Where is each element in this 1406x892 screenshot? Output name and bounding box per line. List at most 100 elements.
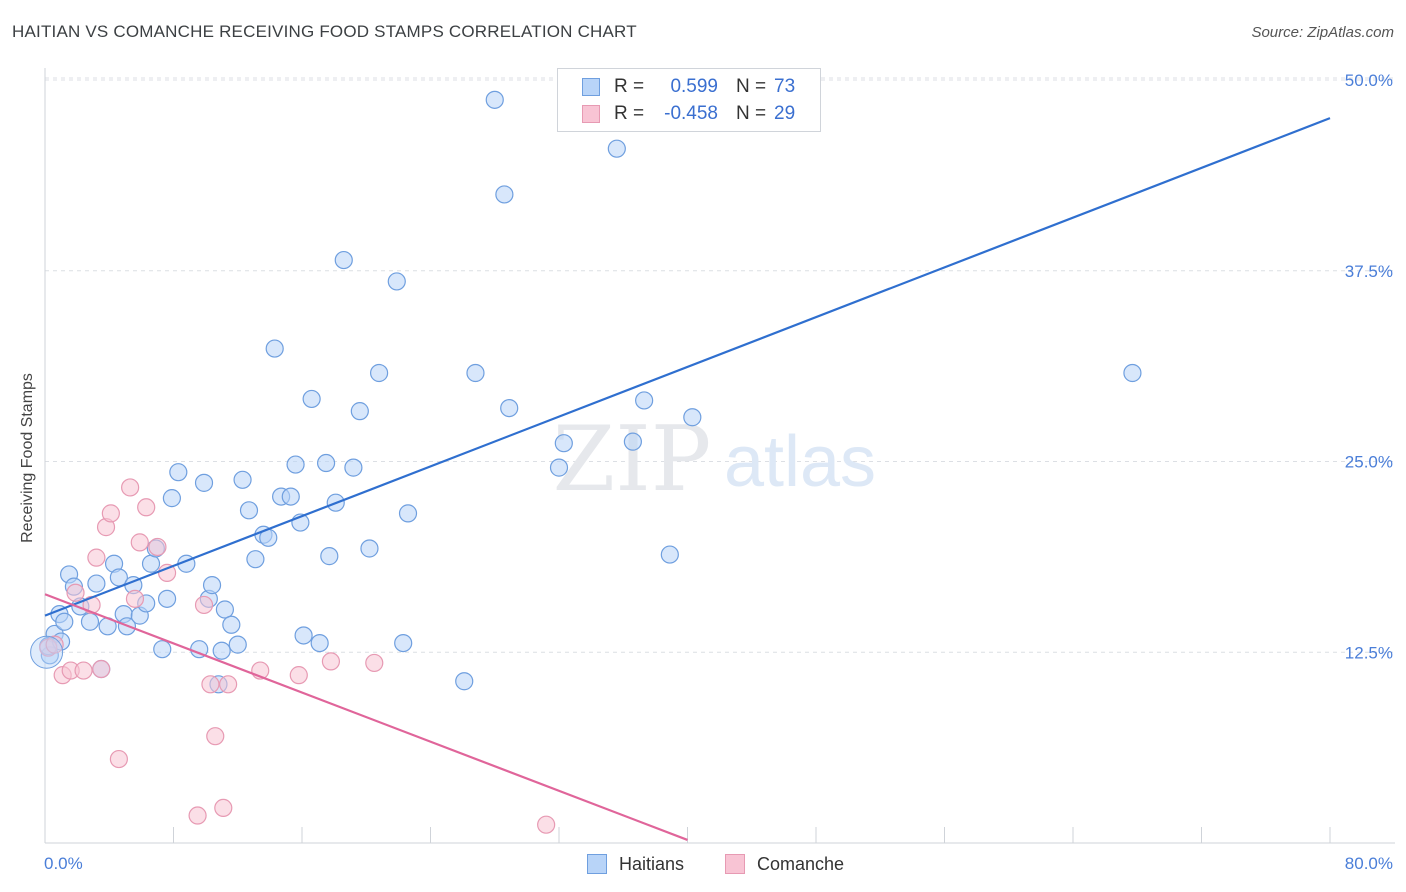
axes <box>44 68 1395 844</box>
r-label: R = <box>614 76 645 97</box>
x-tick-label-max: 80.0% <box>1345 854 1393 873</box>
haitians-point[interactable] <box>286 455 305 474</box>
haitians-point[interactable] <box>387 272 406 291</box>
comanche-point[interactable] <box>109 749 128 769</box>
comanche-point[interactable] <box>219 675 238 694</box>
comanche-point[interactable] <box>66 583 85 602</box>
tick-labels: 12.5% 25.0% 37.5% 50.0% 0.0% 80.0% <box>44 71 1393 873</box>
watermark: ZIP atlas <box>553 407 876 512</box>
comanche-trend-line <box>44 593 688 841</box>
comanche-point[interactable] <box>87 548 106 567</box>
haitians-point[interactable] <box>162 489 181 508</box>
comanche-point[interactable] <box>157 563 177 582</box>
comanche-point[interactable] <box>206 727 225 746</box>
haitians-point[interactable] <box>212 641 231 660</box>
haitians-point[interactable] <box>294 626 313 645</box>
haitians-point[interactable] <box>495 185 514 204</box>
haitians-point[interactable] <box>360 539 379 558</box>
y-tick-label: 12.5% <box>1345 643 1393 662</box>
comanche-point[interactable] <box>125 589 145 608</box>
haitians-point[interactable] <box>660 545 679 564</box>
haitians-point[interactable] <box>485 90 504 109</box>
haitians-point[interactable] <box>302 389 321 409</box>
comanche-point[interactable] <box>188 806 207 825</box>
haitians-point[interactable] <box>455 672 474 691</box>
comanche-point[interactable] <box>365 653 384 673</box>
haitians-legend-swatch <box>587 854 607 874</box>
comanche-point[interactable] <box>194 595 214 615</box>
haitians-point[interactable] <box>215 600 234 619</box>
comanche-point[interactable] <box>74 661 93 680</box>
haitians-point[interactable] <box>281 487 300 506</box>
watermark-zip: ZIP <box>553 407 712 512</box>
haitians-point[interactable] <box>157 589 177 608</box>
haitians-point[interactable] <box>153 640 172 659</box>
haitians-point[interactable] <box>394 633 413 653</box>
n-label: N = <box>736 76 767 97</box>
comanche-point[interactable] <box>130 533 149 552</box>
r-value: -0.458 <box>664 103 718 124</box>
comanche-point[interactable] <box>201 675 220 694</box>
comanche-point[interactable] <box>92 659 111 679</box>
haitians-point[interactable] <box>466 363 485 383</box>
haitians-point[interactable] <box>316 453 336 473</box>
haitians-point[interactable] <box>228 635 247 654</box>
comanche-legend-swatch <box>725 854 745 874</box>
trend-lines <box>44 117 1331 841</box>
haitians-point[interactable] <box>246 550 265 569</box>
haitians-point[interactable] <box>398 504 418 523</box>
legend-item-comanche[interactable]: Comanche <box>725 852 844 876</box>
x-tick-label-min: 0.0% <box>44 854 83 873</box>
haitians-point[interactable] <box>344 458 363 477</box>
haitians-point[interactable] <box>169 463 188 482</box>
haitians-point[interactable] <box>320 547 339 566</box>
haitians-point[interactable] <box>222 615 241 634</box>
comanche-point[interactable] <box>289 666 308 685</box>
haitians-point[interactable] <box>233 470 252 489</box>
haitians-point[interactable] <box>549 458 569 477</box>
legend-item-haitians[interactable]: Haitians <box>587 852 684 876</box>
haitians-point[interactable] <box>239 501 259 520</box>
haitians-point[interactable] <box>310 633 329 653</box>
comanche-point[interactable] <box>214 798 233 818</box>
comanche-swatch <box>582 105 600 123</box>
haitians-point[interactable] <box>80 612 100 631</box>
comanche-point[interactable] <box>537 815 556 834</box>
haitians-point[interactable] <box>202 576 222 595</box>
legend-row-comanche: R = -0.458 N = 29 <box>582 103 795 125</box>
haitians-trend-line <box>44 117 1331 617</box>
haitians-point[interactable] <box>554 434 573 453</box>
haitians-swatch <box>582 78 600 96</box>
haitians-point[interactable] <box>87 574 106 593</box>
haitians-point[interactable] <box>500 398 519 418</box>
comanche-point[interactable] <box>45 635 64 654</box>
haitians-point-large[interactable] <box>30 635 64 669</box>
comanche-legend-label: Comanche <box>757 853 845 874</box>
haitians-point[interactable] <box>623 432 642 451</box>
comanche-point[interactable] <box>321 652 341 671</box>
haitians-legend-label: Haitians <box>619 853 685 874</box>
watermark-atlas: atlas <box>724 422 876 502</box>
source-credit: Source: ZipAtlas.com <box>1251 24 1394 41</box>
haitians-point[interactable] <box>370 363 389 383</box>
haitians-point[interactable] <box>350 402 369 421</box>
y-tick-label: 50.0% <box>1345 71 1393 90</box>
haitians-point[interactable] <box>55 612 74 631</box>
r-label: R = <box>614 103 645 124</box>
haitians-point[interactable] <box>607 139 626 158</box>
haitians-point[interactable] <box>635 391 654 410</box>
n-value: 73 <box>774 76 796 97</box>
haitians-point[interactable] <box>141 554 161 573</box>
haitians-point[interactable] <box>194 473 214 492</box>
comanche-point[interactable] <box>137 498 156 517</box>
haitians-point[interactable] <box>265 339 284 358</box>
haitians-point[interactable] <box>334 250 353 270</box>
comanche-point[interactable] <box>101 504 120 523</box>
comanche-point[interactable] <box>121 478 140 497</box>
haitians-point[interactable] <box>683 408 702 427</box>
comanche-point[interactable] <box>148 537 167 557</box>
haitians-point[interactable] <box>1123 363 1142 383</box>
grid-lines <box>45 77 1395 653</box>
n-label: N = <box>736 103 767 124</box>
